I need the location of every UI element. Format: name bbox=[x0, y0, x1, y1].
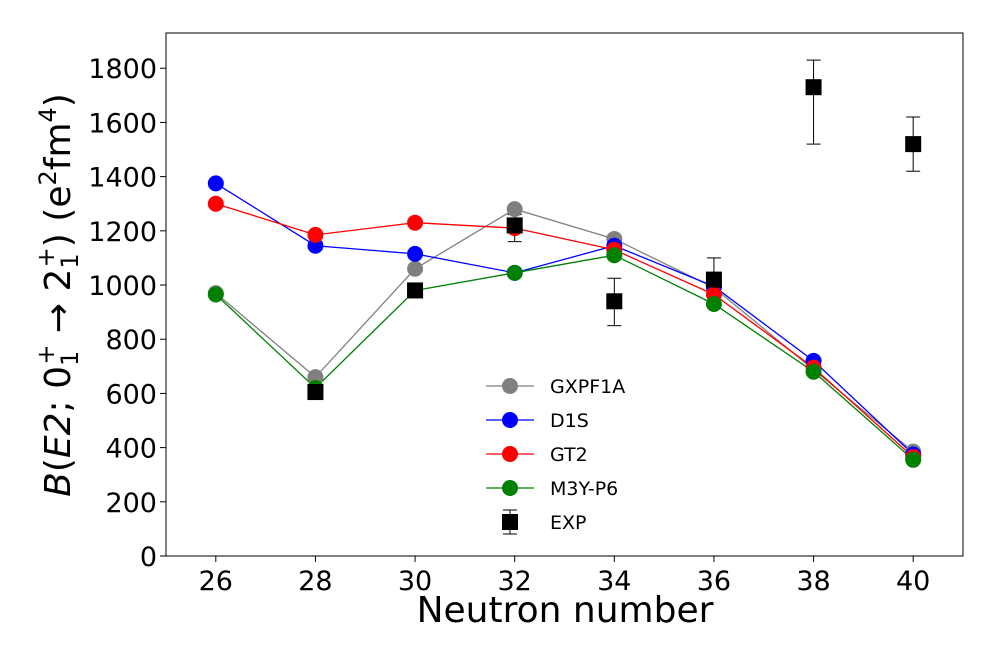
legend-label: D1S bbox=[550, 410, 589, 432]
point-gxpf1a bbox=[407, 260, 424, 277]
x-tick-label: 36 bbox=[697, 566, 731, 597]
point-m3y-p6 bbox=[905, 451, 922, 468]
point-exp bbox=[506, 217, 523, 234]
y-axis-ticks: 0 200 400 600 800 1000 1200 1400 1600 1800 bbox=[88, 54, 166, 573]
y-tick-label: 1400 bbox=[88, 163, 157, 194]
point-exp bbox=[905, 136, 922, 153]
y-tick-label: 1000 bbox=[88, 271, 157, 302]
plot-area bbox=[165, 32, 964, 557]
x-tick-label: 26 bbox=[199, 566, 233, 597]
x-tick-label: 28 bbox=[298, 566, 332, 597]
exp-error-bar bbox=[806, 59, 821, 145]
point-gt2 bbox=[407, 214, 424, 231]
point-exp bbox=[407, 282, 424, 299]
legend-label: EXP bbox=[550, 512, 586, 534]
point-exp bbox=[307, 384, 324, 401]
point-m3y-p6 bbox=[805, 363, 822, 380]
point-exp bbox=[606, 293, 623, 310]
x-axis-ticks: 26 28 30 32 34 36 38 40 bbox=[199, 556, 930, 597]
legend-item-exp: EXP bbox=[502, 509, 586, 535]
series-line-gt2 bbox=[215, 203, 914, 458]
series-line-d1s bbox=[215, 182, 914, 455]
legend-label: GT2 bbox=[550, 444, 588, 466]
y-tick-label: 0 bbox=[140, 542, 157, 573]
point-m3y-p6 bbox=[506, 264, 523, 281]
point-m3y-p6 bbox=[705, 295, 722, 312]
series-line-m3y-p6 bbox=[215, 254, 914, 461]
legend-label: GXPF1A bbox=[550, 376, 625, 398]
legend: GXPF1A D1S GT2 M3Y-P6 EXP bbox=[486, 376, 625, 535]
y-tick-label: 1600 bbox=[88, 108, 157, 139]
x-tick-label: 32 bbox=[498, 566, 532, 597]
point-exp bbox=[805, 79, 822, 96]
plot-frame bbox=[165, 32, 964, 557]
x-tick-label: 40 bbox=[896, 566, 930, 597]
point-d1s bbox=[207, 175, 224, 192]
point-exp bbox=[705, 271, 722, 288]
point-d1s bbox=[407, 245, 424, 262]
x-axis-label: Neutron number bbox=[417, 590, 714, 631]
y-axis-label: B(E2; 01+ → 21+) (e2fm4) bbox=[32, 93, 84, 497]
point-m3y-p6 bbox=[606, 247, 623, 264]
y-tick-label: 200 bbox=[105, 488, 157, 519]
legend-label: M3Y-P6 bbox=[550, 478, 618, 500]
point-gt2 bbox=[207, 195, 224, 212]
legend-item-gxpf1a: GXPF1A bbox=[486, 376, 625, 398]
x-tick-label: 34 bbox=[597, 566, 631, 597]
y-tick-label: 1200 bbox=[88, 217, 157, 248]
legend-item-m3y-p6: M3Y-P6 bbox=[486, 478, 618, 500]
point-gt2 bbox=[307, 226, 324, 243]
y-tick-label: 1800 bbox=[88, 54, 157, 85]
y-tick-label: 400 bbox=[105, 434, 157, 465]
point-gxpf1a bbox=[506, 201, 523, 218]
y-tick-label: 800 bbox=[105, 325, 157, 356]
legend-item-d1s: D1S bbox=[486, 410, 589, 432]
legend-item-gt2: GT2 bbox=[486, 444, 588, 466]
x-tick-label: 30 bbox=[398, 566, 432, 597]
point-m3y-p6 bbox=[207, 286, 224, 303]
x-tick-label: 38 bbox=[796, 566, 830, 597]
y-tick-label: 600 bbox=[105, 379, 157, 410]
